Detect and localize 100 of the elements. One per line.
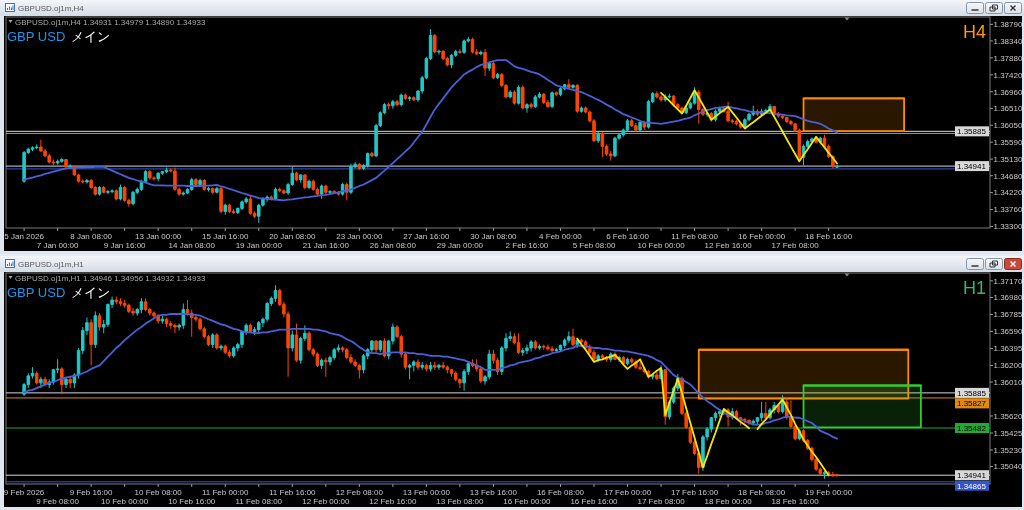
candlestick [89,318,93,366]
candlestick [759,401,764,422]
y-tick-label: 1.36010 [993,377,1023,387]
candlestick [437,49,441,56]
x-tick-label: 10 Feb 08:00 [134,487,183,497]
candlestick [395,99,399,107]
y-tick-label: 1.34220 [993,188,1023,198]
candlestick [60,157,64,164]
candlestick [282,188,286,195]
candlestick [34,371,39,386]
candlestick [122,185,127,203]
candlestick [546,344,550,352]
candlestick [248,195,253,216]
candlestick [550,345,554,353]
x-tick-label: 20 Jan 08:00 [269,231,316,241]
x-tick-label: 18 Feb 16:00 [771,497,820,506]
x-tick-label: 12 Feb 08:00 [335,487,384,497]
candlestick [780,113,785,120]
candlestick [525,102,529,114]
x-tick-label: 9 Feb 08:00 [36,497,80,506]
annotation: H1 [962,278,986,298]
candlestick [550,90,554,109]
y-tick-label: 1.36395 [993,344,1023,354]
candlestick [345,347,349,360]
candlestick [219,344,223,352]
line-series [23,59,838,202]
x-tick-label: 9 Jan 16:00 [103,241,147,250]
x-tick-label: 2 Feb 16:00 [505,241,549,250]
candlestick [412,95,416,102]
candlestick [399,93,403,107]
candlestick [659,94,663,103]
candlestick [420,361,424,371]
candlestick [483,48,487,77]
x-tick-label: 17 Feb 16:00 [670,487,719,497]
x-tick-label: 21 Jan 16:00 [302,241,350,250]
x-tick-label: 11 Feb 16:00 [269,487,317,497]
candlestick [47,153,51,165]
candlestick [634,122,638,133]
candlestick [579,337,584,345]
candlestick [655,90,659,99]
candlestick [424,363,429,373]
candlestick [579,105,584,114]
y-tick-label: 1.35230 [993,445,1023,455]
candlestick [143,297,148,312]
candlestick [210,332,215,349]
candlestick [541,344,546,351]
y-tick-label: 1.35130 [993,154,1023,164]
y-tick-label: 1.37420 [993,70,1023,80]
candlestick [324,357,328,378]
candlestick [215,332,219,351]
y-tick-label: 1.36785 [993,310,1023,320]
candlestick [751,418,755,426]
candlestick [600,131,605,158]
candlestick [407,95,412,102]
candlestick [512,89,517,106]
candlestick [374,339,378,353]
candlestick [667,93,672,99]
candlestick [152,310,156,320]
x-tick-label: 11 Feb 08:00 [671,231,719,241]
candlestick [127,303,131,314]
x-tick-label: 13 Feb 00:00 [402,487,451,497]
candlestick [223,203,227,216]
candlestick [437,363,441,371]
y-tick-label: 1.38790 [993,20,1023,30]
candlestick [257,320,261,334]
candlestick [219,185,223,214]
candlestick [743,117,747,130]
x-tick-label: 10 Feb 16:00 [168,497,216,506]
x-tick-label: 23 Jan 00:00 [336,231,384,241]
candlestick [122,299,127,309]
candlestick [231,345,236,359]
candlestick [324,184,328,195]
candlestick [273,284,278,303]
y-tick-label: 1.33300 [993,222,1023,232]
candlestick [655,371,659,381]
candlestick [319,184,324,200]
x-tick-label: 19 Jan 00:00 [235,241,283,250]
x-tick-label: 6 Feb 16:00 [606,231,650,241]
candlestick [554,347,559,353]
candlestick [156,171,160,182]
x-tick-label: 13 Feb 16:00 [469,487,518,497]
x-tick-label: 19 Feb 00:00 [805,487,853,497]
candlestick [613,136,617,158]
candlestick [629,357,634,365]
candlestick [835,164,839,169]
x-tick-label: 5 Feb 08:00 [572,241,616,250]
x-tick-label: 15 Jan 16:00 [202,231,249,241]
candlestick [441,361,445,370]
annotation: H4 [962,22,986,42]
x-tick-label: 30 Jan 08:00 [470,231,518,241]
candlestick [575,83,579,114]
candlestick [575,337,579,349]
x-tick-label: 29 Jan 00:00 [436,241,484,250]
x-tick-label: 11 Feb 08:00 [235,497,283,506]
y-tick-label: 1.37880 [993,53,1023,63]
x-tick-label: 18 Feb 00:00 [704,497,753,506]
x-tick-label: 16 Feb 08:00 [536,487,585,497]
candlestick [173,167,177,192]
text: メイン [70,284,110,300]
candlestick [160,315,165,325]
